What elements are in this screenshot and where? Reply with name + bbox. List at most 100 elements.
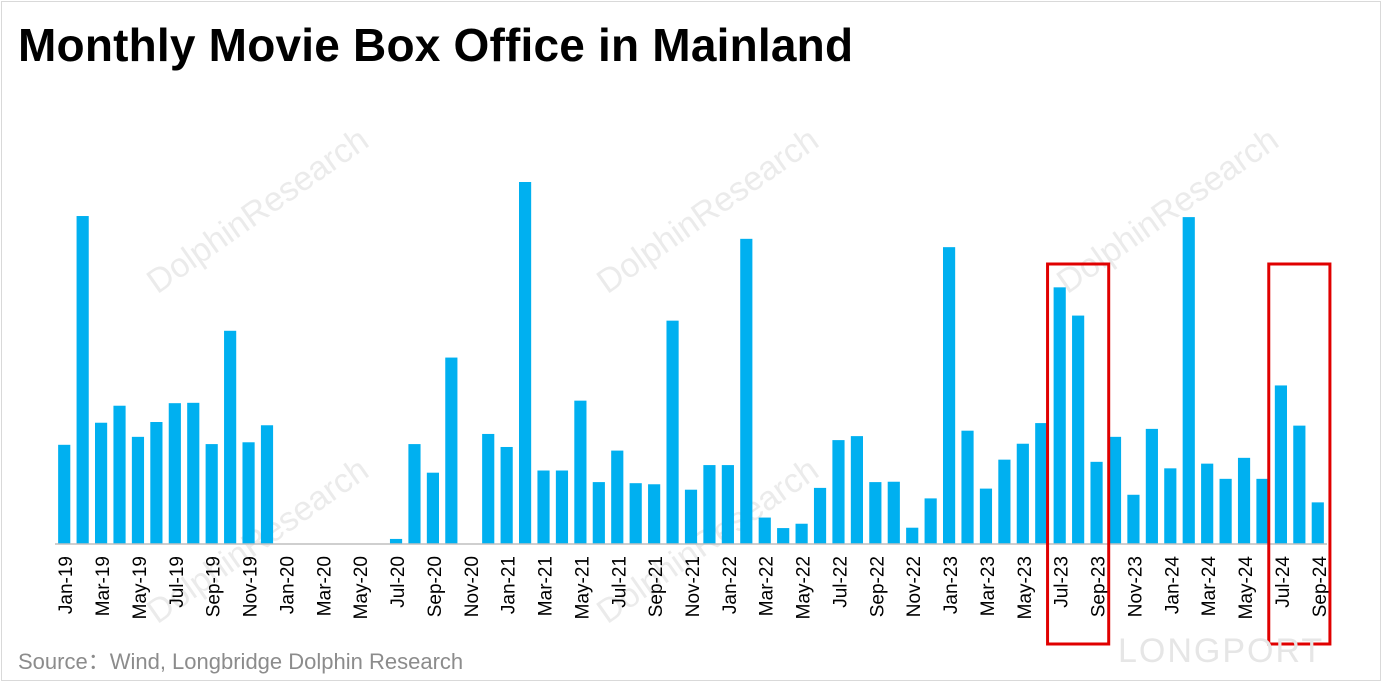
bar-aug-22 (850, 436, 863, 544)
x-tick-label: May-19 (130, 556, 151, 619)
bar-jan-22 (721, 465, 734, 544)
bar-aug-23 (1072, 315, 1085, 544)
bar-feb-24 (1182, 217, 1195, 545)
bar-may-19 (131, 436, 145, 544)
bar-mar-22 (758, 517, 771, 544)
bar-jul-23 (1053, 287, 1066, 544)
x-tick-label: May-23 (1015, 556, 1036, 619)
bar-feb-23 (961, 430, 974, 544)
highlight-boxes (1046, 262, 1332, 646)
x-tick-label: Mar-22 (757, 556, 778, 616)
bar-apr-23 (998, 459, 1011, 544)
bar-feb-22 (740, 238, 753, 544)
bar-mar-21 (537, 470, 550, 544)
bar-jun-19 (150, 422, 163, 544)
bar-sep-23 (1090, 461, 1103, 544)
chart-title: Monthly Movie Box Office in Mainland (18, 19, 854, 71)
x-tick-label: Jan-22 (720, 556, 741, 614)
bar-feb-21 (519, 182, 532, 544)
bar-jul-22 (832, 440, 845, 544)
x-tick-label: Sep-19 (204, 556, 225, 617)
bar-may-23 (1016, 443, 1029, 544)
bar-jul-24 (1274, 385, 1287, 544)
x-tick-label: May-24 (1236, 556, 1257, 620)
bar-sep-19 (205, 444, 218, 544)
bar-mar-24 (1201, 463, 1214, 544)
bar-may-21 (574, 400, 587, 544)
x-tick-label: Sep-21 (646, 556, 667, 617)
bar-dec-20 (482, 433, 495, 544)
x-tick-label: Sep-23 (1089, 556, 1110, 617)
x-tick-label: Nov-20 (462, 556, 483, 617)
bar-aug-20 (408, 444, 421, 544)
x-tick-label: May-20 (351, 556, 372, 619)
bar-aug-21 (629, 483, 642, 544)
bar-aug-19 (187, 402, 200, 544)
bar-dec-23 (1145, 428, 1158, 544)
x-tick-label: Jul-22 (830, 556, 851, 608)
x-tick-label: Nov-22 (904, 556, 925, 617)
bar-sep-22 (869, 482, 882, 544)
bar-may-24 (1237, 457, 1251, 544)
bar-dec-19 (260, 425, 274, 544)
x-tick-label: Jul-23 (1052, 556, 1073, 608)
bar-mar-23 (979, 488, 993, 544)
x-tick-label: Nov-21 (683, 556, 704, 617)
x-tick-label: Jan-19 (56, 556, 77, 614)
x-tick-label: Sep-24 (1310, 556, 1331, 618)
bar-dec-22 (924, 498, 937, 544)
bar-jun-24 (1256, 478, 1269, 544)
x-tick-label: Sep-20 (425, 556, 446, 617)
x-tick-label: Nov-23 (1125, 556, 1146, 617)
bar-aug-24 (1293, 425, 1306, 544)
x-tick-label: Jul-19 (167, 556, 188, 608)
x-tick-label: Jan-24 (1162, 556, 1183, 615)
bar-nov-19 (242, 442, 255, 544)
bar-jun-23 (1035, 423, 1048, 544)
brand-logo: LONGPORT (1118, 632, 1325, 670)
bar-dec-21 (703, 465, 716, 544)
x-tick-label: Jan-21 (499, 556, 520, 614)
bar-oct-20 (445, 357, 458, 544)
bar-nov-22 (906, 527, 919, 544)
bar-nov-23 (1127, 494, 1140, 544)
bar-jan-21 (500, 446, 513, 544)
bar-jan-24 (1164, 468, 1177, 544)
bar-sep-24 (1311, 502, 1324, 544)
bar-oct-19 (224, 330, 237, 544)
bar-sep-21 (648, 484, 661, 544)
bar-feb-19 (76, 216, 89, 544)
x-tick-label: Jan-20 (277, 556, 298, 614)
x-tick-label: Nov-19 (241, 556, 262, 617)
x-tick-label: Sep-22 (867, 556, 888, 617)
x-tick-label: Mar-21 (536, 556, 557, 616)
bar-apr-21 (555, 470, 569, 544)
bar-oct-21 (666, 320, 679, 544)
bar-jan-23 (943, 247, 956, 544)
bar-jul-19 (168, 403, 181, 544)
bar-oct-22 (887, 481, 900, 544)
x-tick-label: Jul-24 (1273, 556, 1294, 608)
bar-jun-21 (592, 482, 605, 544)
bar-mar-19 (95, 422, 108, 544)
x-tick-label: May-22 (794, 556, 815, 619)
x-tick-label: Mar-24 (1199, 556, 1220, 617)
x-tick-label: May-21 (572, 556, 593, 619)
bar-jul-20 (389, 538, 403, 544)
x-tick-label: Jul-20 (388, 556, 409, 608)
x-tick-label: Jan-23 (941, 556, 962, 614)
bar-jun-22 (813, 487, 827, 544)
x-axis-ticks: Jan-19 Mar-19 May-19 Jul-19 Sep-19 Nov-19 Jan-… (56, 556, 1331, 620)
bar-series (58, 182, 1324, 545)
bar-nov-21 (684, 489, 698, 544)
x-tick-label: Jul-21 (609, 556, 630, 608)
x-tick-label: Mar-20 (314, 556, 335, 616)
bar-jul-21 (611, 450, 624, 544)
bar-jan-19 (58, 444, 71, 544)
source-note: Source：Wind, Longbridge Dolphin Research (18, 649, 464, 674)
bar-apr-24 (1219, 478, 1232, 544)
highlight-box-jul-24 (1267, 262, 1332, 646)
bar-apr-19 (113, 405, 126, 544)
x-tick-label: Mar-23 (978, 556, 999, 616)
